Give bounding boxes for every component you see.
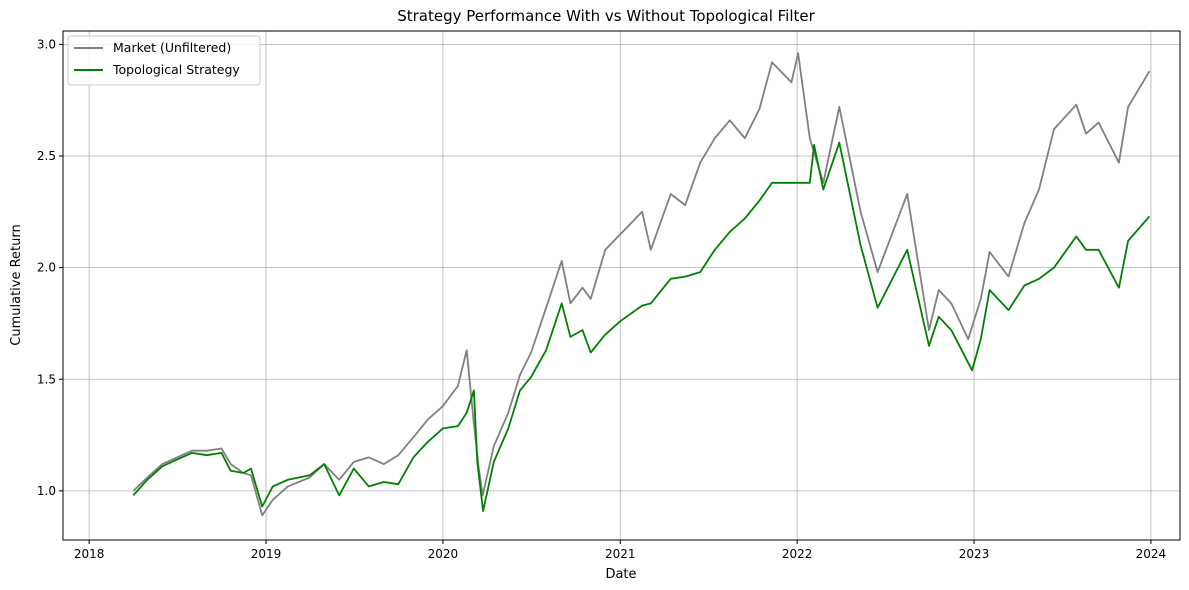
legend-box xyxy=(67,35,261,86)
plot-frame xyxy=(62,30,1181,541)
y-axis: 1.0 1.5 2.0 2.5 3.0 xyxy=(37,37,63,498)
series-layer xyxy=(132,52,1151,517)
y-tick-label: 3.0 xyxy=(37,37,56,51)
y-tick-label: 2.5 xyxy=(37,149,56,163)
chart-title: Strategy Performance With vs Without Top… xyxy=(397,7,815,25)
y-axis-label: Cumulative Return xyxy=(9,224,24,345)
x-tick-label: 2022 xyxy=(782,547,813,561)
legend-label-market: Market (Unfiltered) xyxy=(113,40,231,55)
x-axis: 2018 2019 2020 2021 2022 2023 2024 xyxy=(74,540,1166,561)
y-tick-label: 2.0 xyxy=(37,261,56,275)
x-tick-label: 2021 xyxy=(605,547,636,561)
legend-label-topological: Topological Strategy xyxy=(112,62,240,77)
x-tick-label: 2020 xyxy=(428,547,459,561)
legend: Market (Unfiltered) Topological Strategy xyxy=(67,35,261,86)
x-tick-label: 2019 xyxy=(251,547,282,561)
series-line-topological xyxy=(132,141,1151,512)
x-tick-label: 2018 xyxy=(74,547,105,561)
x-axis-label: Date xyxy=(605,567,636,582)
x-tick-label: 2024 xyxy=(1136,547,1167,561)
series-line-market xyxy=(132,52,1151,517)
x-tick-label: 2023 xyxy=(959,547,990,561)
y-tick-label: 1.0 xyxy=(37,484,56,498)
y-tick-label: 1.5 xyxy=(37,372,56,386)
